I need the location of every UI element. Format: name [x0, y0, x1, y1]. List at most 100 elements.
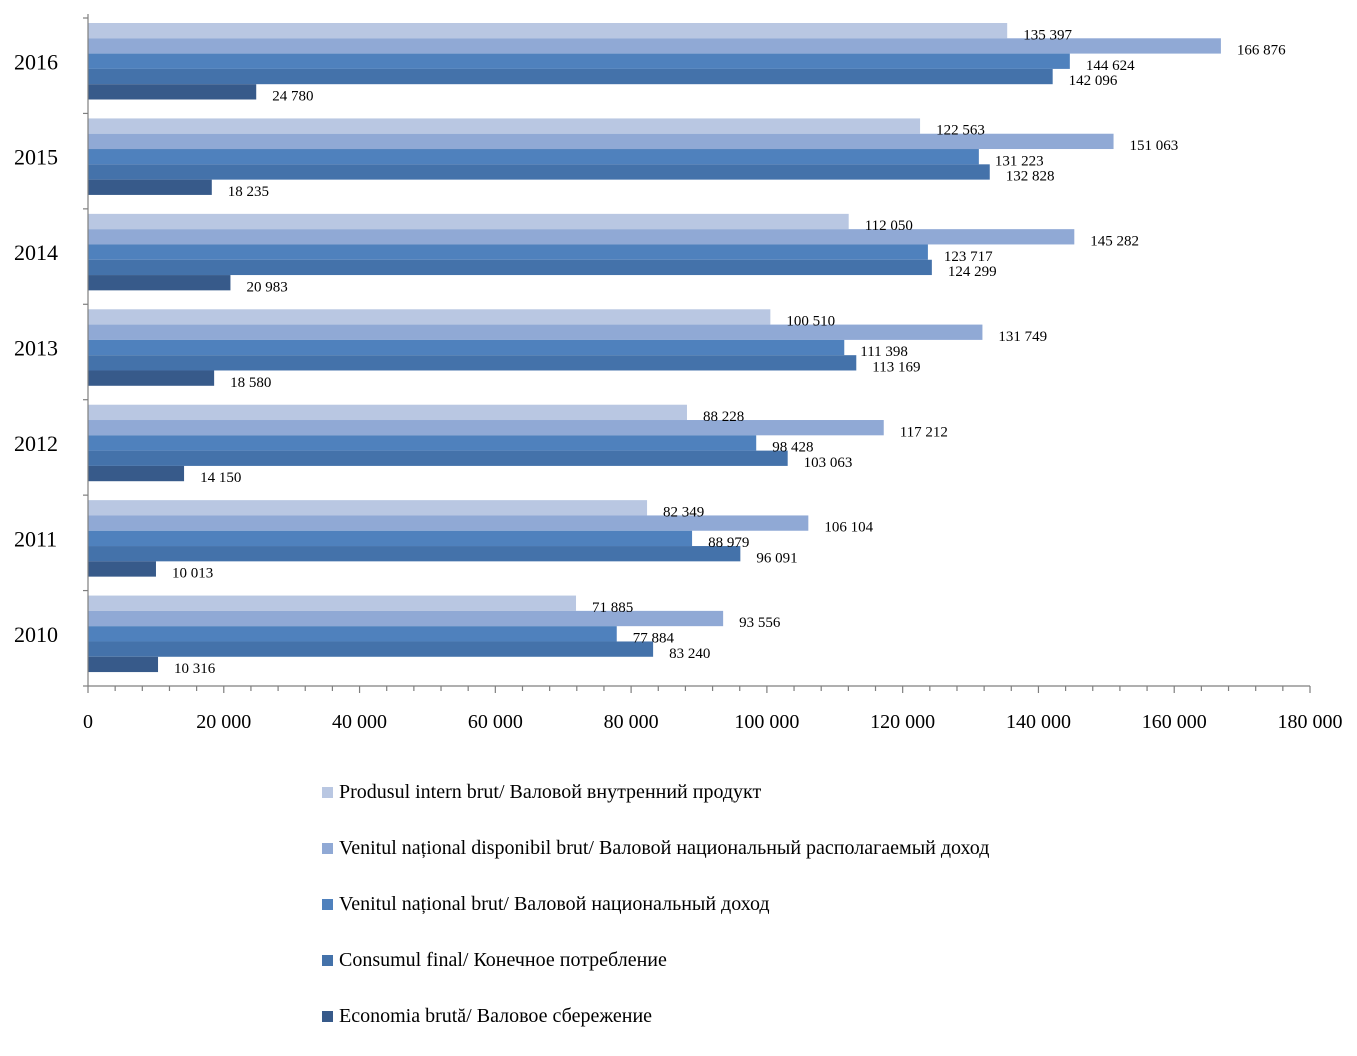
- data-label: 145 282: [1090, 233, 1139, 249]
- category-label: 2015: [14, 145, 58, 170]
- category-label: 2011: [14, 526, 57, 551]
- x-tick-label: 40 000: [332, 711, 387, 733]
- data-label: 24 780: [272, 89, 313, 105]
- bar: [88, 500, 648, 516]
- data-label: 151 063: [1130, 138, 1179, 154]
- bar: [88, 595, 577, 611]
- x-tick-label: 100 000: [734, 711, 799, 733]
- bar: [88, 118, 921, 134]
- legend-swatch: [322, 899, 333, 910]
- bar: [88, 275, 231, 291]
- legend-item: Venitul național disponibil brut/ Валово…: [322, 832, 989, 865]
- bar: [88, 515, 809, 531]
- data-label: 135 397: [1023, 27, 1072, 43]
- legend-label: Consumul final/ Конечное потребление: [339, 949, 667, 971]
- legend-swatch: [322, 1011, 333, 1022]
- data-label: 103 063: [804, 455, 853, 471]
- bar: [88, 229, 1075, 245]
- bar: [88, 339, 845, 356]
- bar: [88, 164, 990, 180]
- data-label: 106 104: [824, 520, 873, 536]
- bar: [88, 626, 617, 642]
- x-tick-label: 20 000: [196, 711, 251, 733]
- data-label: 112 050: [865, 218, 913, 234]
- data-label: 14 150: [200, 470, 241, 486]
- data-label: 100 510: [786, 314, 835, 330]
- axes-group: 2016 2015 2014 2013 2012 2011 2010 0 20 000 40 00…: [14, 14, 1343, 733]
- bar: [88, 213, 849, 230]
- data-label: 117 212: [900, 424, 948, 440]
- data-label: 71 885: [592, 600, 633, 616]
- bar: [88, 656, 159, 673]
- bar: [88, 561, 156, 577]
- bar: [88, 355, 857, 371]
- data-label: 98 428: [772, 440, 813, 456]
- legend-swatch: [322, 955, 333, 966]
- x-tick-label: 0: [83, 711, 93, 733]
- data-label: 10 013: [172, 566, 213, 582]
- category-label: 2010: [14, 622, 58, 647]
- legend-label: Produsul intern brut/ Валовой внутренний…: [339, 781, 762, 803]
- data-label: 122 563: [936, 123, 985, 139]
- data-label: 131 749: [998, 329, 1047, 345]
- data-label: 20 983: [246, 279, 287, 295]
- bar: [88, 23, 1008, 39]
- bar: [88, 641, 654, 657]
- legend-swatch: [322, 843, 333, 854]
- data-label: 144 624: [1086, 58, 1135, 74]
- bars-group: [88, 23, 1221, 673]
- legend-swatch: [322, 787, 333, 798]
- bar: [88, 68, 1053, 85]
- x-tick-label: 120 000: [870, 711, 935, 733]
- legend-label: Venitul național disponibil brut/ Валово…: [339, 837, 990, 859]
- bar: [88, 244, 928, 260]
- bar: [88, 133, 1114, 150]
- data-label: 123 717: [944, 249, 993, 265]
- category-label: 2013: [14, 336, 58, 361]
- data-label: 18 235: [228, 184, 269, 200]
- bar: [88, 309, 771, 325]
- bar: [88, 370, 215, 386]
- data-label: 111 398: [860, 344, 908, 360]
- data-label: 88 979: [708, 535, 749, 551]
- bar: [88, 530, 693, 547]
- legend-label: Venitul național brut/ Валовой националь…: [339, 893, 770, 915]
- legend-item: Produsul intern brut/ Валовой внутренний…: [322, 776, 989, 809]
- bar: [88, 38, 1221, 54]
- legend-item: Venitul național brut/ Валовой националь…: [322, 888, 989, 921]
- legend-label: Economia brută/ Валовое сбережение: [339, 1005, 653, 1027]
- data-label: 142 096: [1069, 73, 1118, 89]
- data-label: 96 091: [756, 550, 797, 566]
- x-tick-label: 80 000: [604, 711, 659, 733]
- legend-item: Consumul final/ Конечное потребление: [322, 944, 989, 977]
- x-tick-label: 160 000: [1142, 711, 1207, 733]
- category-label: 2016: [14, 49, 58, 74]
- data-label: 10 316: [174, 661, 216, 677]
- bar: [88, 259, 932, 276]
- bar: [88, 465, 185, 482]
- data-label: 18 580: [230, 375, 271, 391]
- category-label: 2014: [14, 240, 58, 265]
- bar: [88, 610, 724, 627]
- bar: [88, 53, 1070, 69]
- data-label: 166 876: [1237, 43, 1286, 59]
- x-tick-label: 140 000: [1006, 711, 1071, 733]
- bar: [88, 420, 884, 436]
- bar: [88, 435, 757, 451]
- bar: [88, 179, 212, 195]
- legend-item: Economia brută/ Валовое сбережение: [322, 1000, 989, 1033]
- x-tick-label: 180 000: [1278, 711, 1343, 733]
- data-label: 77 884: [633, 630, 675, 646]
- x-tick-label: 60 000: [468, 711, 523, 733]
- data-label: 93 556: [739, 615, 781, 631]
- bar: [88, 546, 741, 562]
- legend: Produsul intern brut/ Валовой внутренний…: [322, 776, 989, 1056]
- bar: [88, 324, 983, 340]
- bar: [88, 404, 687, 421]
- data-label: 88 228: [703, 409, 744, 425]
- data-label: 113 169: [872, 359, 920, 375]
- category-label: 2012: [14, 431, 58, 456]
- bar: [88, 149, 979, 165]
